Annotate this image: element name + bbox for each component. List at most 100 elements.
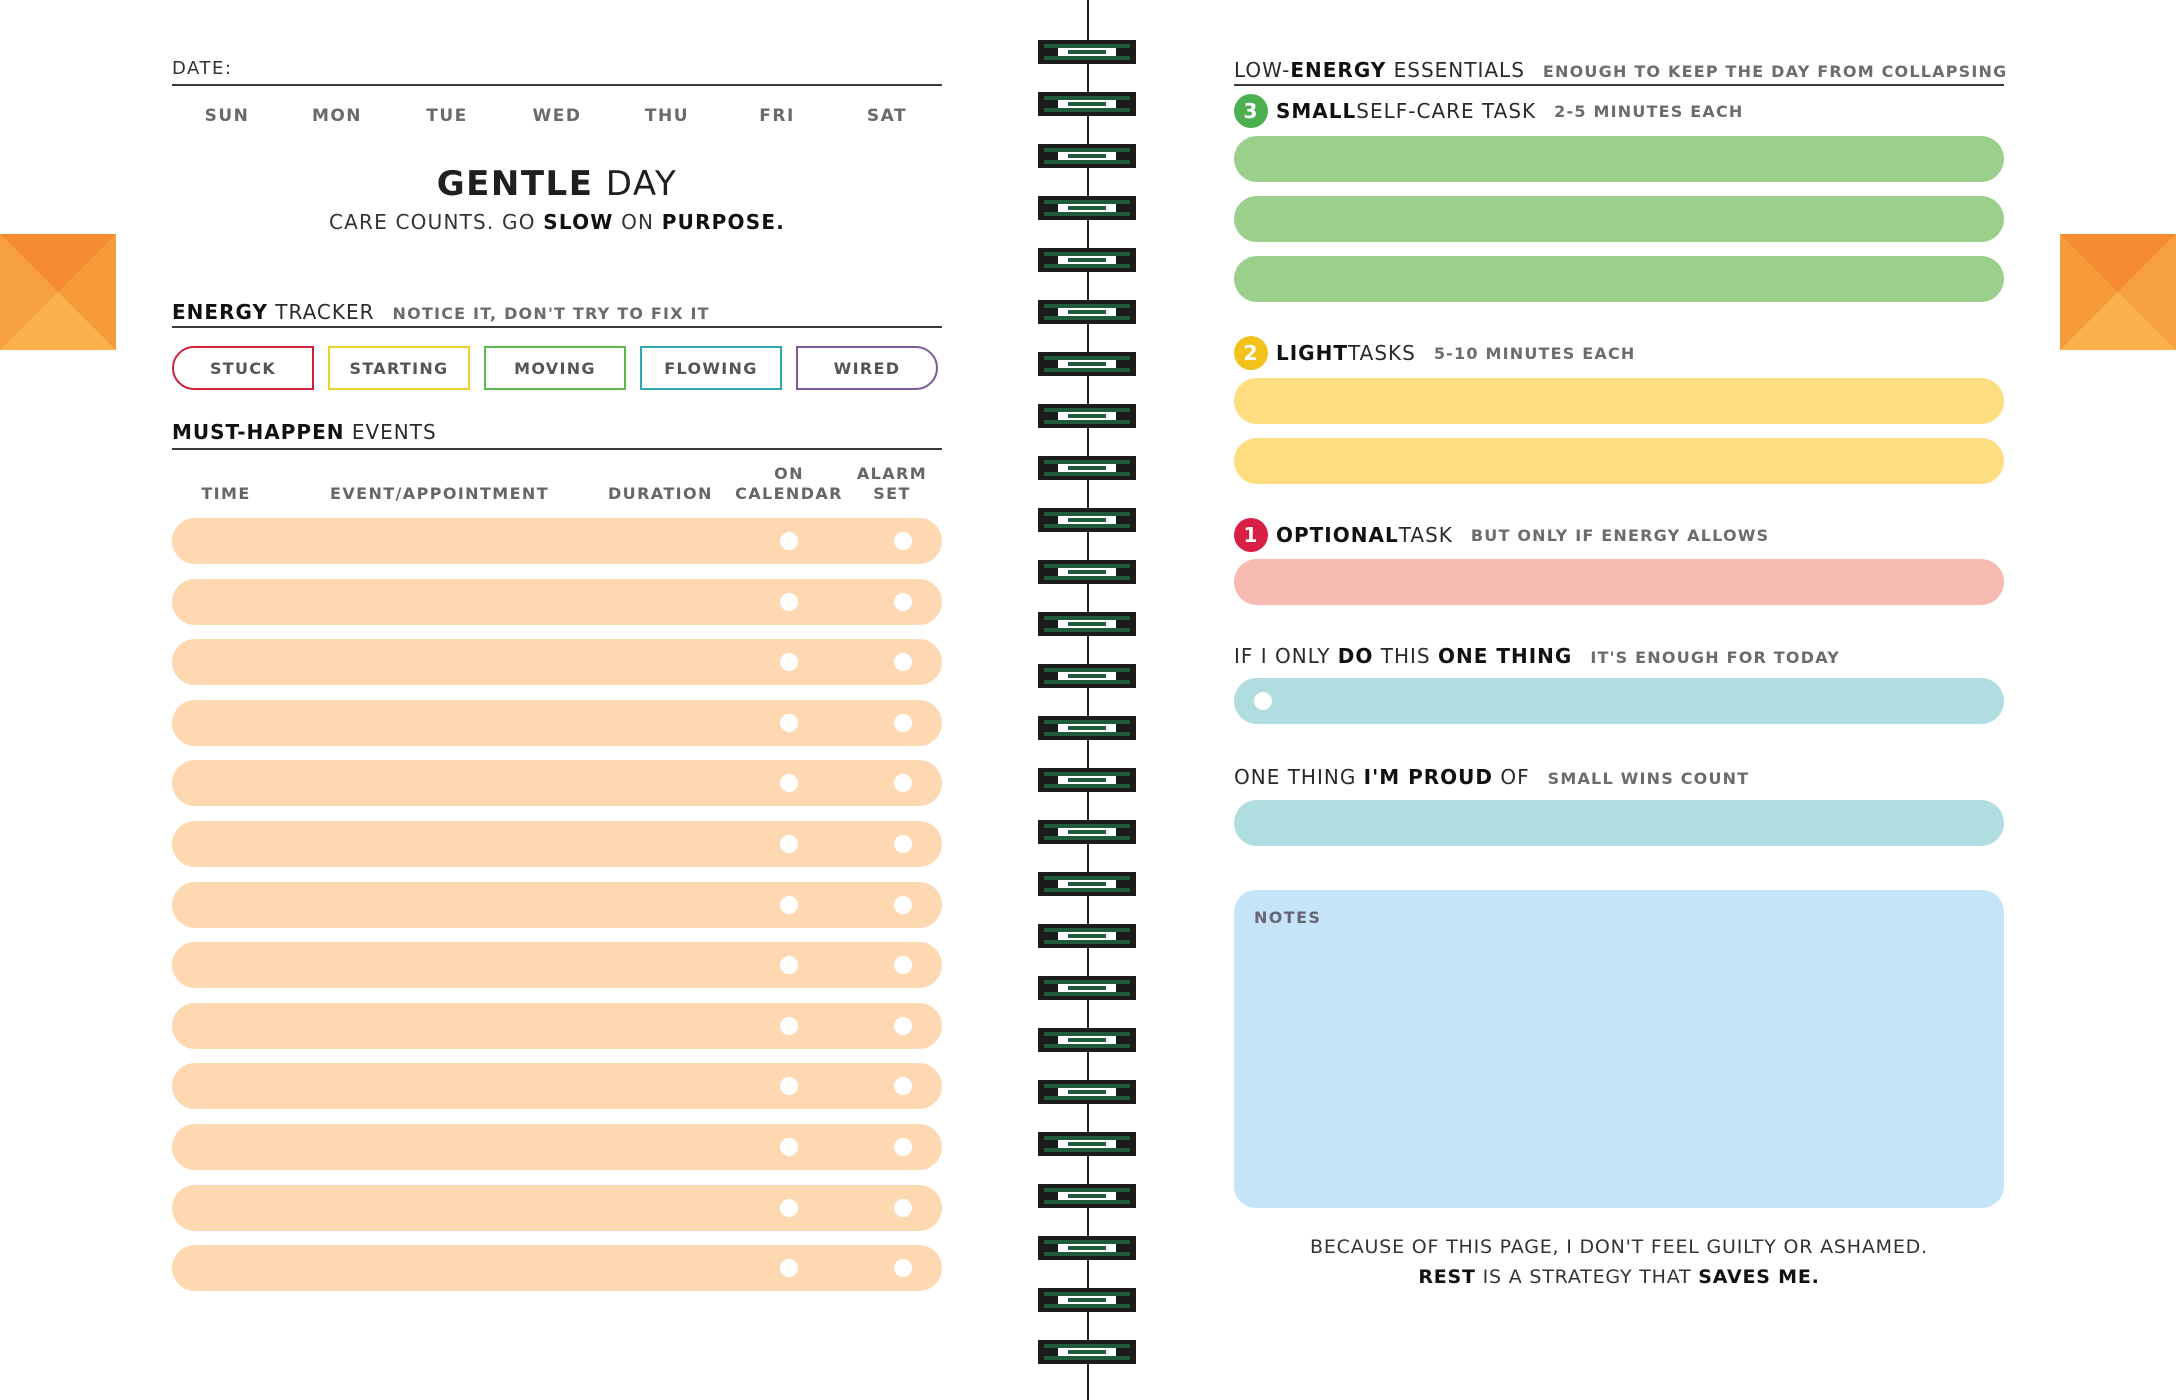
alarm-set-checkbox[interactable] — [894, 532, 912, 550]
spiral-ring — [1038, 1288, 1136, 1312]
events-heading: MUST-HAPPEN EVENTS — [172, 420, 437, 444]
footer-bold: REST — [1418, 1266, 1476, 1288]
on-calendar-checkbox[interactable] — [780, 1138, 798, 1156]
self-care-line-3[interactable] — [1234, 256, 2004, 302]
col-head-on-calendar: ON CALENDAR — [732, 464, 846, 504]
weekday-sun[interactable]: SUN — [204, 106, 250, 126]
on-calendar-checkbox[interactable] — [780, 1259, 798, 1278]
self-care-line-1[interactable] — [1234, 136, 2004, 182]
spiral-ring — [1038, 404, 1136, 428]
on-calendar-checkbox[interactable] — [780, 774, 798, 793]
event-row[interactable] — [172, 881, 942, 928]
page-tagline: CARE COUNTS. GO SLOW ON PURPOSE. — [172, 210, 942, 234]
event-row[interactable] — [172, 1124, 942, 1170]
alarm-set-checkbox[interactable] — [894, 1138, 912, 1156]
tagline-part: CARE COUNTS. GO — [328, 210, 544, 234]
weekday-thu[interactable]: THU — [644, 106, 690, 126]
event-row[interactable] — [172, 1002, 942, 1049]
one-thing-part: IF I ONLY — [1234, 644, 1338, 668]
energy-option-moving[interactable]: MOVING — [484, 346, 626, 390]
number-3-badge: 3 — [1234, 94, 1268, 128]
energy-option-starting[interactable]: STARTING — [328, 346, 470, 390]
left-page-tab[interactable] — [0, 234, 116, 350]
one-thing-checkbox[interactable] — [1254, 692, 1272, 710]
one-thing-line[interactable] — [1234, 678, 2004, 724]
on-calendar-checkbox[interactable] — [780, 592, 798, 611]
on-calendar-checkbox[interactable] — [780, 1198, 798, 1217]
alarm-set-checkbox[interactable] — [894, 653, 912, 672]
event-row[interactable] — [172, 821, 942, 867]
alarm-set-checkbox[interactable] — [894, 1077, 912, 1096]
on-calendar-checkbox[interactable] — [780, 713, 798, 732]
notes-box[interactable]: NOTES — [1234, 890, 2004, 1208]
self-care-line-2[interactable] — [1234, 196, 2004, 242]
page-title-regular: DAY — [593, 164, 678, 204]
spiral-ring — [1038, 300, 1136, 324]
weekday-tue[interactable]: TUE — [426, 106, 468, 126]
spiral-ring — [1038, 196, 1136, 220]
alarm-set-checkbox[interactable] — [894, 1198, 912, 1217]
event-row[interactable] — [172, 518, 942, 564]
on-calendar-checkbox[interactable] — [780, 532, 798, 550]
on-calendar-checkbox[interactable] — [780, 653, 798, 672]
spiral-ring — [1038, 1028, 1136, 1052]
one-thing-bold: DO — [1337, 644, 1374, 668]
notes-label: NOTES — [1254, 908, 1322, 927]
energy-option-flowing[interactable]: FLOWING — [640, 346, 782, 390]
on-calendar-checkbox[interactable] — [780, 1077, 798, 1096]
events-heading-regular: EVENTS — [344, 420, 437, 444]
optional-subtitle: BUT ONLY IF ENERGY ALLOWS — [1470, 525, 1770, 545]
events-rule — [172, 448, 942, 450]
footer-line-1: BECAUSE OF THIS PAGE, I DON'T FEEL GUILT… — [1310, 1236, 1928, 1258]
alarm-set-checkbox[interactable] — [894, 592, 912, 611]
alarm-set-checkbox[interactable] — [894, 713, 912, 732]
footer-part: IS A STRATEGY THAT — [1475, 1266, 1699, 1288]
light-subtitle: 5-10 MINUTES EACH — [1433, 343, 1636, 363]
weekday-sat[interactable]: SAT — [866, 106, 908, 126]
spiral-ring — [1038, 612, 1136, 636]
page-title: GENTLE DAY — [172, 164, 942, 204]
weekday-wed[interactable]: WED — [532, 106, 582, 126]
event-row[interactable] — [172, 578, 942, 625]
optional-task-line[interactable] — [1234, 559, 2004, 605]
event-row[interactable] — [172, 699, 942, 746]
alarm-set-checkbox[interactable] — [894, 774, 912, 793]
event-row[interactable] — [172, 942, 942, 989]
optional-heading-bold: OPTIONAL — [1276, 523, 1399, 547]
events-heading-bold: MUST-HAPPEN — [172, 420, 345, 444]
proud-line[interactable] — [1234, 800, 2004, 846]
alarm-set-checkbox[interactable] — [894, 1016, 912, 1035]
proud-part: OF — [1493, 765, 1530, 789]
energy-option-stuck[interactable]: STUCK — [172, 346, 314, 390]
event-row[interactable] — [172, 639, 942, 686]
date-line[interactable] — [172, 84, 942, 86]
alarm-set-checkbox[interactable] — [894, 956, 912, 975]
alarm-set-checkbox[interactable] — [894, 835, 912, 853]
alarm-set-checkbox[interactable] — [894, 895, 912, 914]
light-task-line-1[interactable] — [1234, 378, 2004, 424]
spiral-ring — [1038, 1132, 1136, 1156]
energy-options: STUCK STARTING MOVING FLOWING WIRED — [172, 346, 938, 390]
weekday-mon[interactable]: MON — [311, 106, 363, 126]
col-head-time: TIME — [201, 484, 251, 503]
on-calendar-checkbox[interactable] — [780, 1016, 798, 1035]
col-head-on-calendar-2: CALENDAR — [735, 484, 843, 503]
on-calendar-checkbox[interactable] — [780, 956, 798, 975]
right-page-tab[interactable] — [2060, 234, 2176, 350]
proud-heading: ONE THING I'M PROUD OF SMALL WINS COUNT — [1234, 765, 1749, 789]
spiral-ring — [1038, 820, 1136, 844]
event-row[interactable] — [172, 1184, 942, 1231]
essentials-heading-part: ESSENTIALS — [1386, 58, 1525, 82]
light-task-line-2[interactable] — [1234, 438, 2004, 484]
col-head-alarm-1: ALARM — [856, 464, 928, 483]
event-row[interactable] — [172, 1245, 942, 1292]
spiral-ring — [1038, 924, 1136, 948]
weekday-fri[interactable]: FRI — [759, 106, 795, 126]
on-calendar-checkbox[interactable] — [780, 895, 798, 914]
event-row[interactable] — [172, 1063, 942, 1110]
alarm-set-checkbox[interactable] — [894, 1259, 912, 1278]
energy-option-wired[interactable]: WIRED — [796, 346, 938, 390]
event-row[interactable] — [172, 760, 942, 807]
on-calendar-checkbox[interactable] — [780, 835, 798, 853]
spiral-ring — [1038, 560, 1136, 584]
